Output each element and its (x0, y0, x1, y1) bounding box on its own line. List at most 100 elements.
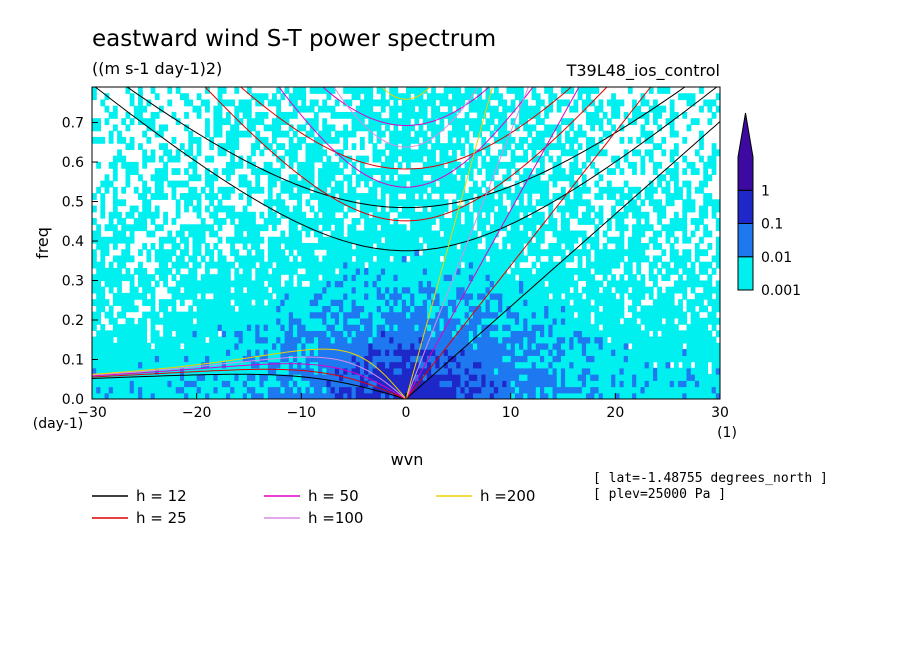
power-cell (326, 274, 332, 282)
power-cell (703, 317, 709, 325)
power-cell (393, 355, 399, 363)
power-cell (125, 143, 131, 150)
power-cell (188, 317, 194, 325)
power-cell (711, 161, 717, 169)
power-cell (292, 205, 298, 213)
power-cell (460, 361, 466, 369)
power-cell (330, 367, 336, 375)
power-cell (272, 374, 277, 381)
power-cell (318, 336, 323, 344)
power-cell (527, 174, 533, 182)
power-cell (410, 180, 415, 188)
power-cell (272, 324, 277, 331)
power-cell (464, 161, 470, 169)
power-cell (121, 386, 127, 394)
power-cell (330, 349, 336, 356)
power-cell (330, 330, 336, 338)
power-cell (414, 267, 420, 275)
power-cell (108, 218, 114, 225)
power-cell (552, 317, 558, 325)
power-cell (205, 392, 210, 399)
power-cell (288, 299, 294, 306)
power-cell (401, 205, 407, 213)
power-cell (108, 261, 114, 269)
power-cell (636, 280, 642, 288)
power-cell (447, 336, 453, 344)
power-cell (146, 355, 152, 363)
power-cell (100, 136, 106, 144)
power-cell (267, 218, 273, 225)
power-cell (364, 274, 369, 282)
power-cell (443, 280, 449, 288)
power-cell (259, 317, 265, 325)
power-cell (598, 149, 604, 157)
power-cell (548, 374, 554, 381)
power-cell (230, 374, 235, 381)
power-cell (393, 243, 399, 250)
power-cell (368, 280, 374, 288)
power-cell (138, 280, 143, 288)
power-cell (179, 386, 185, 394)
power-cell (406, 186, 411, 194)
power-cell (690, 336, 696, 344)
power-cell (456, 267, 462, 275)
power-cell (586, 361, 591, 369)
power-cell (146, 286, 152, 294)
power-cell (326, 180, 332, 188)
power-cell (619, 286, 625, 294)
power-cell (594, 261, 600, 269)
power-cell (380, 218, 386, 225)
power-cell (96, 280, 101, 288)
power-cell (284, 342, 290, 350)
power-cell (431, 161, 436, 169)
power-cell (406, 330, 411, 338)
power-cell (636, 380, 642, 388)
power-cell (577, 380, 583, 388)
power-cell (623, 149, 629, 157)
power-cell (359, 261, 365, 269)
power-cell (489, 280, 495, 288)
power-cell (418, 130, 424, 138)
power-cell (678, 280, 683, 288)
power-cell (372, 292, 378, 300)
power-cell (288, 124, 294, 132)
power-cell (452, 236, 457, 244)
power-cell (406, 193, 411, 200)
power-cell (586, 367, 591, 375)
power-cell (163, 324, 168, 331)
power-cell (217, 355, 223, 363)
power-cell (443, 224, 449, 232)
power-cell (493, 255, 499, 263)
power-cell (364, 342, 369, 350)
power-cell (330, 267, 336, 275)
power-cell (619, 336, 625, 344)
power-cell (355, 255, 361, 263)
power-cell (318, 374, 323, 381)
power-cell (489, 205, 495, 213)
power-cell (251, 286, 256, 294)
power-cell (711, 199, 717, 207)
power-cell (426, 261, 432, 269)
power-cell (472, 249, 478, 257)
power-cell (313, 311, 319, 319)
power-cell (669, 286, 675, 294)
power-cell (154, 361, 160, 369)
power-cell (96, 286, 101, 294)
power-cell (163, 161, 168, 169)
power-cell (569, 392, 575, 399)
power-cell (129, 324, 135, 331)
power-cell (359, 349, 365, 356)
power-cell (117, 386, 122, 394)
power-cell (154, 336, 160, 344)
power-cell (100, 249, 106, 257)
power-cell (230, 218, 235, 225)
power-cell (514, 380, 520, 388)
power-cell (334, 392, 340, 399)
power-cell (213, 205, 219, 213)
power-cell (606, 374, 612, 381)
power-cell (648, 149, 654, 157)
power-cell (326, 342, 332, 350)
power-cell (389, 143, 395, 150)
power-cell (209, 193, 215, 200)
power-cell (192, 168, 198, 175)
